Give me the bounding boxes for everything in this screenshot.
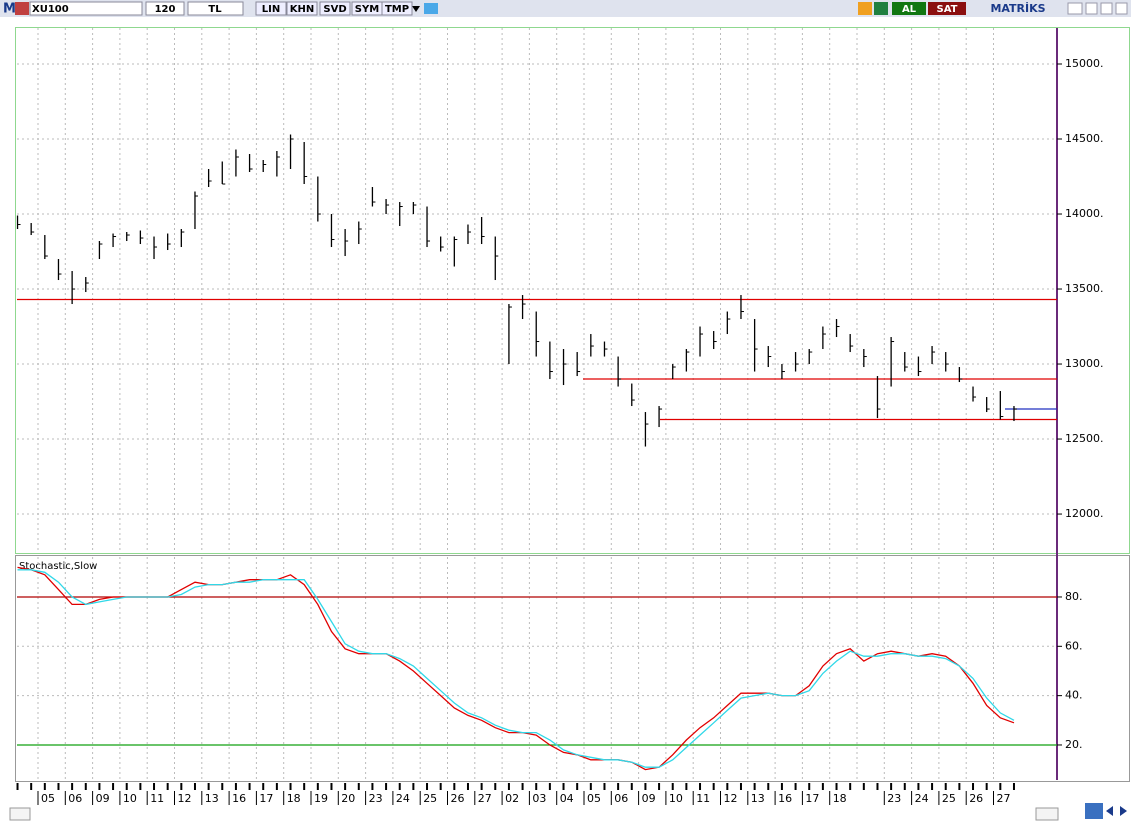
sync[interactable] bbox=[1085, 803, 1103, 819]
x-tick-label: 06 bbox=[614, 792, 628, 805]
brand: MATRİKS bbox=[990, 1, 1045, 15]
scroll-left[interactable] bbox=[9, 807, 31, 821]
x-tick-label: 11 bbox=[696, 792, 710, 805]
toolbar-button-label: LIN bbox=[262, 4, 280, 15]
x-tick-label: 23 bbox=[369, 792, 383, 805]
buy: AL bbox=[902, 4, 917, 15]
toolbar-button-label: KHN bbox=[290, 4, 315, 15]
currency: TL bbox=[208, 4, 222, 15]
buy-button[interactable] bbox=[892, 2, 926, 15]
nav-arrows[interactable] bbox=[1106, 806, 1127, 816]
sell-button[interactable] bbox=[928, 2, 966, 15]
x-tick-label: 13 bbox=[205, 792, 219, 805]
x-tick-label: 27 bbox=[478, 792, 492, 805]
dropdown[interactable] bbox=[412, 6, 420, 12]
x-tick-label: 19 bbox=[314, 792, 328, 805]
period-box[interactable] bbox=[145, 1, 185, 16]
refresh[interactable] bbox=[874, 2, 888, 15]
x-tick-label: 25 bbox=[942, 792, 956, 805]
toolbar-button-label: SVD bbox=[323, 4, 346, 15]
y-tick-label: 13500. bbox=[1065, 282, 1104, 295]
x-tick-label: 17 bbox=[259, 792, 273, 805]
y-tick-label: 80. bbox=[1065, 590, 1083, 603]
y-tick-label: 12000. bbox=[1065, 507, 1104, 520]
toolbar-button-label: SYM bbox=[355, 4, 379, 15]
x-tick-label: 12 bbox=[724, 792, 738, 805]
win-btn[interactable] bbox=[1067, 2, 1083, 15]
y-tick-label: 20. bbox=[1065, 738, 1083, 751]
twitter[interactable] bbox=[424, 3, 438, 14]
y-tick-label: 15000. bbox=[1065, 57, 1104, 70]
icon bbox=[15, 2, 29, 15]
win-btn[interactable] bbox=[1085, 2, 1098, 15]
period: 120 bbox=[155, 4, 176, 15]
x-tick-label: 03 bbox=[532, 792, 546, 805]
x-tick-label: 13 bbox=[751, 792, 765, 805]
logo: M bbox=[3, 2, 16, 17]
x-tick-label: 06 bbox=[68, 792, 82, 805]
y-tick-label: 13000. bbox=[1065, 357, 1104, 370]
symbol: XU100 bbox=[32, 4, 69, 15]
stochastic-line bbox=[17, 569, 1015, 768]
x-tick-label: 16 bbox=[778, 792, 792, 805]
y-tick-label: 14500. bbox=[1065, 132, 1104, 145]
scroll-right[interactable] bbox=[1035, 807, 1059, 821]
x-tick-label: 10 bbox=[669, 792, 683, 805]
flash[interactable] bbox=[858, 2, 872, 15]
x-tick-label: 18 bbox=[287, 792, 301, 805]
x-tick-label: 05 bbox=[41, 792, 55, 805]
sell: SAT bbox=[937, 4, 958, 15]
x-tick-label: 09 bbox=[96, 792, 110, 805]
x-tick-label: 11 bbox=[150, 792, 164, 805]
x-tick-label: 05 bbox=[587, 792, 601, 805]
x-tick-label: 02 bbox=[505, 792, 519, 805]
y-tick-label: 40. bbox=[1065, 689, 1083, 702]
win-btn[interactable] bbox=[1115, 2, 1128, 15]
currency-box[interactable] bbox=[187, 1, 244, 16]
toolbar-button[interactable] bbox=[255, 1, 287, 16]
y-tick-label: 14000. bbox=[1065, 207, 1104, 220]
x-tick-label: 20 bbox=[341, 792, 355, 805]
x-tick-label: 24 bbox=[915, 792, 929, 805]
win-btn[interactable] bbox=[1100, 2, 1113, 15]
x-tick-label: 26 bbox=[451, 792, 465, 805]
x-tick-label: 25 bbox=[423, 792, 437, 805]
indicator-panel bbox=[15, 555, 1130, 782]
toolbar-button[interactable] bbox=[319, 1, 351, 16]
toolbar-button-label: TMP bbox=[385, 4, 409, 15]
x-tick-label: 09 bbox=[642, 792, 656, 805]
symbol-box[interactable] bbox=[29, 1, 143, 16]
x-tick-label: 23 bbox=[887, 792, 901, 805]
x-tick-label: 10 bbox=[123, 792, 137, 805]
indicator-title: Stochastic,Slow bbox=[19, 561, 97, 572]
y-tick-label: 60. bbox=[1065, 639, 1083, 652]
x-tick-label: 16 bbox=[232, 792, 246, 805]
x-tick-label: 27 bbox=[997, 792, 1011, 805]
x-tick-label: 26 bbox=[969, 792, 983, 805]
x-tick-label: 04 bbox=[560, 792, 574, 805]
x-tick-label: 12 bbox=[178, 792, 192, 805]
toolbar-button[interactable] bbox=[286, 1, 318, 16]
stochastic-line bbox=[17, 566, 1015, 771]
x-tick-label: 18 bbox=[833, 792, 847, 805]
x-tick-label: 24 bbox=[396, 792, 410, 805]
price-panel bbox=[15, 27, 1130, 554]
x-tick-label: 17 bbox=[805, 792, 819, 805]
y-tick-label: 12500. bbox=[1065, 432, 1104, 445]
toolbar-button[interactable] bbox=[381, 1, 413, 16]
